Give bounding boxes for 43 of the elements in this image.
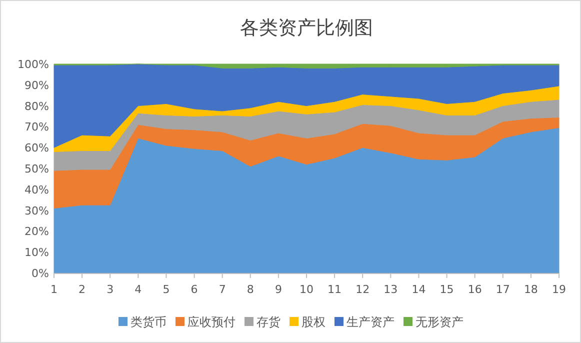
- x-tick-label: 8: [246, 283, 254, 296]
- legend-item: 生产资产: [334, 315, 394, 329]
- x-tick-label: 14: [412, 283, 426, 296]
- x-tick-label: 16: [468, 283, 482, 296]
- x-tick-label: 12: [356, 283, 370, 296]
- y-tick-label: 80%: [24, 100, 49, 113]
- chart-title: 各类资产比例图: [240, 17, 373, 39]
- y-tick-label: 30%: [24, 204, 49, 218]
- legend-item: 股权: [290, 315, 326, 329]
- x-tick-label: 13: [384, 283, 398, 296]
- legend-label: 类货币: [130, 315, 166, 329]
- y-tick-label: 20%: [24, 225, 49, 238]
- y-tick-label: 10%: [24, 246, 49, 260]
- y-tick-label: 40%: [24, 183, 49, 196]
- x-tick-label: 10: [300, 283, 314, 296]
- y-tick-label: 70%: [24, 120, 49, 134]
- legend-label: 生产资产: [346, 315, 394, 329]
- legend-item: 类货币: [118, 315, 166, 329]
- x-tick-label: 5: [162, 283, 170, 296]
- y-tick-label: 60%: [24, 142, 49, 155]
- x-tick-label: 7: [218, 283, 226, 296]
- x-tick-label: 6: [190, 283, 198, 296]
- legend-item: 应收预付: [176, 315, 236, 329]
- x-tick-label: 2: [78, 283, 86, 296]
- legend-label: 无形资产: [416, 315, 464, 329]
- legend-item: 存货: [244, 315, 280, 329]
- y-tick-label: 0%: [32, 267, 49, 280]
- x-tick-label: 3: [106, 283, 114, 296]
- x-tick-label: 11: [328, 283, 342, 296]
- x-tick-label: 15: [440, 283, 454, 296]
- x-tick-label: 19: [552, 283, 566, 296]
- y-tick-label: 100%: [18, 58, 49, 71]
- x-tick-label: 17: [496, 283, 510, 296]
- legend-label: 股权: [302, 315, 326, 329]
- legend-label: 存货: [256, 315, 280, 329]
- x-tick-label: 4: [134, 283, 142, 296]
- y-tick-label: 90%: [24, 78, 49, 92]
- y-tick-label: 50%: [24, 162, 49, 176]
- x-tick-label: 9: [274, 283, 282, 296]
- x-tick-label: 1: [50, 283, 58, 296]
- legend-label: 应收预付: [188, 315, 236, 329]
- legend-item: 无形资产: [404, 315, 464, 329]
- x-tick-label: 18: [524, 283, 538, 296]
